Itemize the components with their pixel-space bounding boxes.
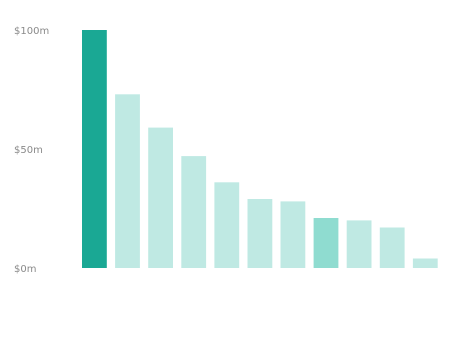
bar: [181, 156, 207, 268]
bar: [115, 94, 140, 268]
bar: [247, 199, 273, 268]
bar: [346, 220, 372, 268]
bar: [148, 127, 173, 268]
y-tick-label: $100m: [14, 26, 49, 37]
y-tick-label: $0m: [14, 264, 36, 275]
bar: [82, 30, 107, 268]
bars: [82, 30, 438, 268]
bar: [280, 201, 306, 268]
y-tick-label: $50m: [14, 145, 43, 156]
y-axis: $0m $50m $100m: [14, 26, 49, 275]
bar: [379, 227, 405, 268]
bar: [313, 218, 339, 268]
bar: [214, 182, 240, 268]
bar: [412, 258, 438, 268]
